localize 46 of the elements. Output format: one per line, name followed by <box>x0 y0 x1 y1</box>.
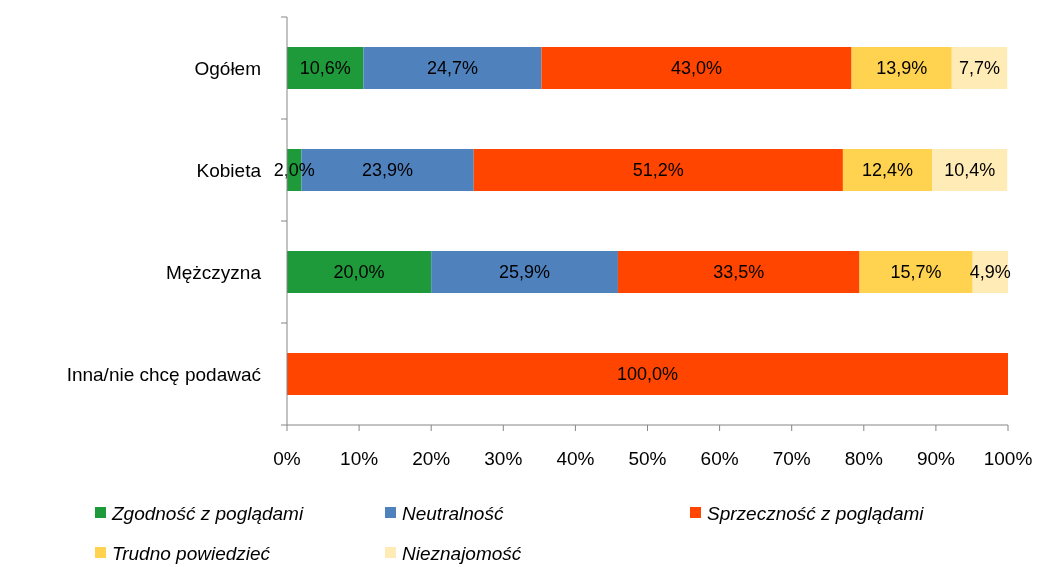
data-label: 10,6% <box>299 58 351 79</box>
data-label: 51,2% <box>632 160 684 181</box>
x-tick-label: 80% <box>844 448 883 469</box>
data-label: 7,7% <box>959 58 1001 79</box>
bar <box>932 149 1008 191</box>
data-label: 43,0% <box>671 58 723 79</box>
bar <box>363 47 542 89</box>
x-tick-label: 60% <box>700 448 739 469</box>
data-label: 4,9% <box>969 262 1011 283</box>
legend-label: Nieznajomość <box>402 542 522 564</box>
data-label: 2,0% <box>273 160 315 181</box>
bar <box>431 251 618 293</box>
legend-label: Trudno powiedzieć <box>112 542 271 564</box>
x-tick-label: 10% <box>340 448 379 469</box>
x-tick-label: 100% <box>983 448 1033 469</box>
x-tick-label: 0% <box>273 448 301 469</box>
bar <box>287 353 1008 395</box>
data-label: 10,4% <box>944 160 996 181</box>
legend-label: Neutralność <box>402 502 504 524</box>
x-tick-label: 90% <box>916 448 956 469</box>
bar <box>287 251 432 293</box>
data-label: 100,0% <box>616 364 679 385</box>
x-tick-label: 20% <box>412 448 451 469</box>
data-label: 15,7% <box>890 262 942 283</box>
data-label: 24,7% <box>426 58 478 79</box>
x-tick-label: 40% <box>556 448 595 469</box>
x-tick-label: 70% <box>772 448 811 469</box>
bar <box>617 251 860 293</box>
bar <box>541 47 852 89</box>
y-tick-label: Inna/nie chcę podawać <box>66 363 261 385</box>
data-label: 33,5% <box>713 262 765 283</box>
legend-label: Zgodność z poglądami <box>111 502 304 524</box>
y-tick-label: Kobieta <box>196 159 262 181</box>
y-tick-label: Mężczyzna <box>165 261 262 283</box>
data-label: 13,9% <box>876 58 928 79</box>
bar <box>473 149 843 191</box>
x-tick-label: 30% <box>484 448 523 469</box>
data-label: 12,4% <box>862 160 914 181</box>
y-tick-label: Ogółem <box>194 57 261 79</box>
bar <box>851 47 952 89</box>
data-label: 23,9% <box>362 160 414 181</box>
x-tick-label: 50% <box>628 448 667 469</box>
data-label: 20,0% <box>333 262 385 283</box>
bar <box>842 149 933 191</box>
data-label: 25,9% <box>499 262 551 283</box>
legend-label: Sprzeczność z poglądami <box>707 502 925 524</box>
